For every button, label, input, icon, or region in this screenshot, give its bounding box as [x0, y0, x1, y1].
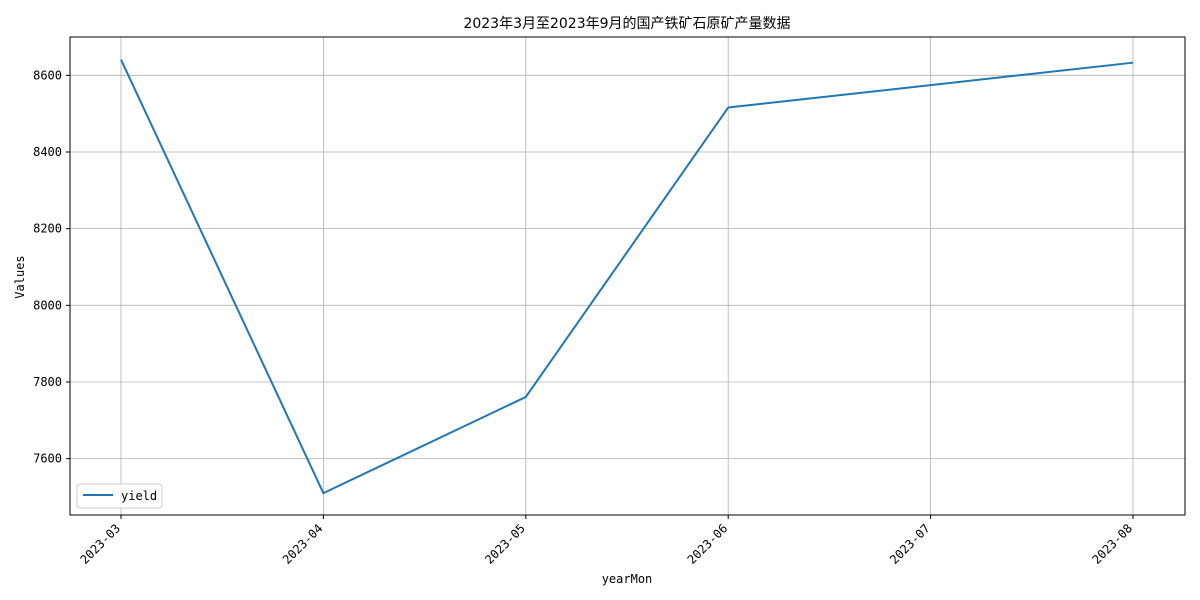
- x-tick-label: 2023-08: [1089, 521, 1135, 567]
- y-tick-label: 7600: [33, 452, 62, 466]
- y-tick-label: 8200: [33, 222, 62, 236]
- chart-title: 2023年3月至2023年9月的国产铁矿石原矿产量数据: [463, 16, 790, 32]
- grid: [70, 37, 1185, 515]
- x-axis: 2023-03 2023-04 2023-05 2023-06 2023-07 2023-…: [77, 515, 1135, 567]
- y-axis: 7600 7800 8000 8200 8400 8600: [33, 68, 70, 466]
- y-tick-label: 8000: [33, 298, 62, 312]
- x-axis-label: yearMon: [602, 572, 653, 586]
- y-tick-label: 8400: [33, 145, 62, 159]
- x-tick-label: 2023-06: [685, 521, 731, 567]
- x-tick-label: 2023-04: [280, 521, 326, 567]
- series-line-yield: [120, 59, 1134, 495]
- x-tick-label: 2023-05: [482, 521, 528, 567]
- legend-label: yield: [121, 489, 157, 503]
- y-tick-label: 8600: [33, 68, 62, 82]
- y-axis-label: Values: [13, 255, 27, 298]
- x-tick-label: 2023-07: [887, 521, 933, 567]
- plot-area-frame: [69, 36, 1186, 516]
- legend: yield: [76, 483, 163, 509]
- legend-box: [76, 483, 163, 509]
- series-layer: [120, 59, 1134, 495]
- x-tick-label: 2023-03: [77, 521, 123, 567]
- y-tick-label: 7800: [33, 375, 62, 389]
